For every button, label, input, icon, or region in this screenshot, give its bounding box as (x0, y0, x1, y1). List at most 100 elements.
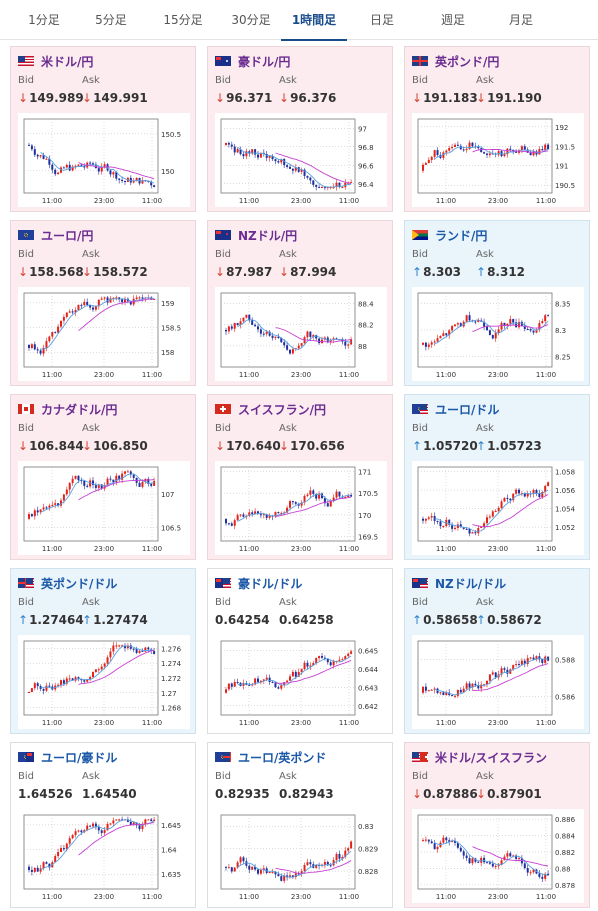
currency-card[interactable]: NZドル/円 Bid Ask ↓87.987 ↓87.994 88.4 88.2 88 11:0… (207, 220, 393, 386)
price-chart[interactable]: 107 106.5 11:00 23:00 11:00 (18, 461, 190, 555)
tab-daily[interactable]: 日足 (369, 13, 394, 27)
currency-card[interactable]: カナダドル/円 Bid Ask ↓106.844 ↓106.850 107 106.5 11:… (10, 394, 196, 560)
candle-body (491, 335, 494, 339)
price-chart[interactable]: 0.588 0.586 11:00 23:00 11:00 (412, 635, 584, 729)
price-chart[interactable]: 0.645 0.644 0.643 0.642 11:00 23:00 11:00 (215, 635, 387, 729)
card-header: ユーロ/ドル (412, 401, 499, 417)
candle-body (306, 175, 309, 178)
y-tick-label: 1.635 (161, 871, 181, 879)
card-header: NZドル/円 (215, 227, 297, 243)
currency-card[interactable]: 米ドル/スイスフラン Bid Ask ↓0.87886 ↓0.87901 0.886 0.8… (404, 742, 590, 908)
flag-icon (215, 404, 231, 414)
currency-card[interactable]: NZドル/ドル Bid Ask ↑0.58658 ↑0.58672 0.588 0.586 1… (404, 568, 590, 734)
price-chart[interactable]: 150.5 150 11:00 23:00 11:00 (18, 113, 190, 207)
price-chart[interactable]: 0.886 0.884 0.882 0.88 0.878 11:00 23:00 11:00 (412, 809, 584, 903)
candle-body (42, 347, 45, 354)
currency-pair-name[interactable]: ユーロ/円 (41, 228, 94, 243)
y-tick-label: 1.276 (161, 645, 182, 653)
moving-average-short (434, 840, 549, 877)
arrow-up-icon: ↑ (18, 613, 29, 627)
currency-pair-name[interactable]: スイスフラン/円 (238, 402, 327, 417)
currency-pair-name[interactable]: ランド/円 (435, 228, 488, 243)
candle-body (239, 149, 242, 155)
y-tick-label: 0.588 (555, 657, 575, 665)
currency-card[interactable]: 豪ドル/ドル Bid Ask 0.64254 0.64258 0.645 0.644 0.64… (207, 568, 393, 734)
currency-card[interactable]: 米ドル/円 Bid Ask ↓149.989 ↓149.991 150.5 150 11:00… (10, 46, 196, 212)
y-tick-label: 150 (161, 168, 174, 176)
candle-body (468, 858, 471, 864)
currency-pair-name[interactable]: 豪ドル/円 (238, 54, 291, 69)
candle-body (297, 873, 300, 875)
chart-frame (220, 814, 356, 890)
moving-average-long (78, 479, 155, 501)
currency-pair-name[interactable]: 英ポンド/ドル (41, 576, 118, 591)
currency-pair-name[interactable]: 英ポンド/円 (435, 54, 500, 69)
candle-body (544, 873, 547, 879)
candle-body (254, 511, 257, 514)
bid-price: ↑0.58658 (412, 613, 478, 627)
tab-30min[interactable]: 30分足 (231, 13, 271, 27)
currency-pair-name[interactable]: 米ドル/スイスフラン (435, 750, 548, 765)
currency-pair-name[interactable]: ユーロ/英ポンド (238, 750, 327, 765)
candle-body (523, 660, 526, 664)
y-tick-label: 192 (555, 124, 568, 132)
currency-card[interactable]: ランド/円 Bid Ask ↑8.303 ↑8.312 8.35 8.3 8.25 11:00 2… (404, 220, 590, 386)
candle-body (474, 858, 477, 862)
bid-value: 0.58658 (423, 613, 478, 627)
candle-body (97, 299, 100, 307)
currency-pair-name[interactable]: 豪ドル/ドル (238, 576, 303, 591)
tab-5min[interactable]: 5分足 (95, 13, 127, 27)
candle-body (436, 150, 439, 155)
tab-monthly[interactable]: 月足 (508, 13, 533, 27)
tab-1min[interactable]: 1分足 (28, 13, 60, 27)
price-chart[interactable]: 0.83 0.829 0.828 11:00 23:00 11:00 (215, 809, 387, 903)
currency-pair-name[interactable]: ユーロ/ドル (435, 402, 500, 417)
tab-weekly[interactable]: 週足 (440, 13, 465, 27)
price-chart[interactable]: 1.645 1.64 1.635 11:00 23:00 11:00 (18, 809, 190, 903)
currency-card[interactable]: ユーロ/円 Bid Ask ↓158.568 ↓158.572 159 158.5 158 11… (10, 220, 196, 386)
y-tick-label: 170 (358, 512, 371, 520)
candle-body (109, 651, 112, 658)
candle-body (248, 151, 251, 154)
currency-pair-name[interactable]: NZドル/ドル (435, 576, 507, 591)
price-chart[interactable]: 192 191.5 191 190.5 11:00 23:00 11:00 (412, 113, 584, 207)
y-tick-label: 8.3 (555, 327, 566, 335)
price-chart[interactable]: 159 158.5 158 11:00 23:00 11:00 (18, 287, 190, 381)
x-tick-label: 23:00 (488, 197, 508, 205)
price-chart[interactable]: 171 170.5 170 169.5 11:00 23:00 11:00 (215, 461, 387, 555)
price-chart[interactable]: 1.058 1.056 1.054 1.052 11:00 23:00 11:00 (412, 461, 584, 555)
currency-pair-name[interactable]: 米ドル/円 (41, 54, 94, 69)
tab-1hour[interactable]: 1時間足 (281, 0, 347, 41)
candle-body (422, 840, 424, 842)
currency-card[interactable]: 英ポンド/円 Bid Ask ↓191.183 ↓191.190 192 191.5 191 1… (404, 46, 590, 212)
x-tick-label: 11:00 (339, 197, 359, 205)
candle-body (309, 490, 312, 495)
price-chart[interactable]: 97 96.8 96.6 96.4 11:00 23:00 11:00 (215, 113, 387, 207)
candle-body (350, 841, 353, 849)
candle-body (150, 181, 153, 186)
currency-pair-name[interactable]: NZドル/円 (238, 228, 298, 243)
currency-pair-name[interactable]: ユーロ/豪ドル (41, 750, 118, 765)
price-chart[interactable]: 8.35 8.3 8.25 11:00 23:00 11:00 (412, 287, 584, 381)
price-chart[interactable]: 1.276 1.274 1.272 1.27 1.268 11:00 23:00 11:00 (18, 635, 190, 729)
candle-body (153, 185, 156, 188)
currency-card[interactable]: 豪ドル/円 Bid Ask ↓96.371 ↓96.376 97 96.8 96.6 96.4 1… (207, 46, 393, 212)
currency-card[interactable]: スイスフラン/円 Bid Ask ↓170.640 ↓170.656 171 170.5 17… (207, 394, 393, 560)
candle-body (497, 507, 500, 511)
candle-body (439, 521, 442, 527)
candle-body (512, 665, 515, 670)
candle-body (424, 839, 427, 841)
y-tick-label: 1.274 (161, 660, 182, 668)
price-chart[interactable]: 88.4 88.2 88 11:00 23:00 11:00 (215, 287, 387, 381)
currency-card[interactable]: ユーロ/英ポンド Bid Ask 0.82935 0.82943 0.83 0.829 0.8… (207, 742, 393, 908)
currency-grid: 米ドル/円 Bid Ask ↓149.989 ↓149.991 150.5 150 11:00… (10, 46, 590, 910)
currency-card[interactable]: ユーロ/ドル Bid Ask ↑1.05720 ↑1.05723 1.058 1.056 1.… (404, 394, 590, 560)
candle-body (254, 324, 257, 327)
currency-pair-name[interactable]: カナダドル/円 (41, 402, 118, 417)
tab-15min[interactable]: 15分足 (163, 13, 203, 27)
bid-price: ↓87.987 (215, 265, 272, 279)
candle-body (257, 511, 259, 515)
currency-card[interactable]: ユーロ/豪ドル Bid Ask 1.64526 1.64540 1.645 1.64 1.63… (10, 742, 196, 908)
candle-body (506, 148, 509, 155)
currency-card[interactable]: 英ポンド/ドル Bid Ask ↑1.27464 ↑1.27474 1.276 1.274 1… (10, 568, 196, 734)
